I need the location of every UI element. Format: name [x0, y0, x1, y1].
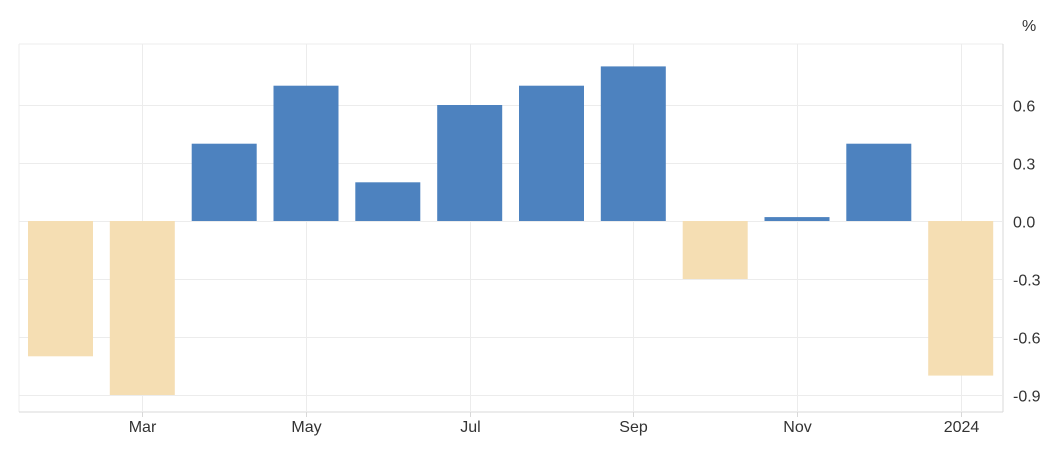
x-tick-label: Nov: [783, 419, 811, 436]
bar-sep: [600, 66, 666, 222]
x-tick-label: May: [291, 419, 321, 436]
bar-jun: [355, 182, 421, 221]
bar-2024: [928, 221, 994, 376]
y-tick-label: 0.6: [1013, 99, 1035, 116]
axis-layer: % 0.6 0.3 0.0 -0.3 -0.6 -0.9 Mar May Jul Sep Nov 20…: [129, 18, 1041, 436]
bar-jul: [437, 105, 503, 221]
bar-aug: [519, 85, 584, 221]
bar-dec: [846, 143, 912, 221]
unit-label: %: [1022, 18, 1036, 35]
bar-apr: [191, 143, 257, 221]
bar-feb: [28, 221, 93, 357]
bar-layer: [28, 66, 994, 395]
y-tick-label: -0.9: [1013, 389, 1041, 406]
y-tick-label: 0.3: [1013, 157, 1035, 174]
x-tick-label: Mar: [129, 419, 157, 436]
y-tick-label: -0.3: [1013, 273, 1041, 290]
x-tick-label: Sep: [619, 419, 648, 436]
x-tick-label: Jul: [460, 419, 480, 436]
y-tick-label: 0.0: [1013, 215, 1035, 232]
y-tick-label: -0.6: [1013, 331, 1041, 348]
bar-oct: [682, 221, 748, 279]
bar-nov: [764, 217, 830, 221]
bar-may: [273, 85, 339, 221]
x-tick-label: 2024: [944, 419, 980, 436]
bar-mar: [109, 221, 175, 395]
